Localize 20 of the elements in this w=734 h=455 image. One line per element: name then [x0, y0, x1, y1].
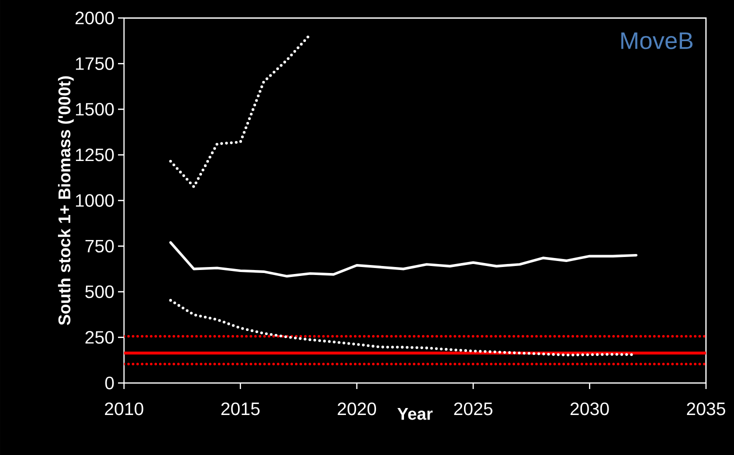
- y-tick-label: 1500: [76, 102, 114, 116]
- x-tick-label: 2025: [454, 402, 492, 416]
- x-tick-label: 2035: [686, 402, 726, 416]
- line-series: [169, 241, 638, 278]
- x-tick-label: 2010: [104, 402, 144, 416]
- x-tick-label: 2030: [570, 402, 609, 416]
- line-series: [169, 33, 312, 188]
- y-tick-label: 500: [85, 285, 114, 298]
- y-axis-title: South stock 1+ Biomass ('000t): [58, 76, 74, 326]
- x-axis-title: Year: [397, 408, 433, 420]
- y-tick-label: 750: [86, 240, 114, 252]
- y-tick-label: 1750: [76, 57, 114, 70]
- y-tick-label: 0: [105, 376, 114, 390]
- y-tick-label: 250: [85, 331, 114, 344]
- x-tick-label: 2020: [338, 402, 376, 416]
- y-tick-label: 1000: [76, 194, 114, 207]
- x-tick-label: 2015: [221, 402, 260, 416]
- chart-title: MoveB: [621, 32, 692, 50]
- y-tick-label: 1250: [76, 148, 114, 162]
- y-tick-label: 2000: [76, 12, 114, 24]
